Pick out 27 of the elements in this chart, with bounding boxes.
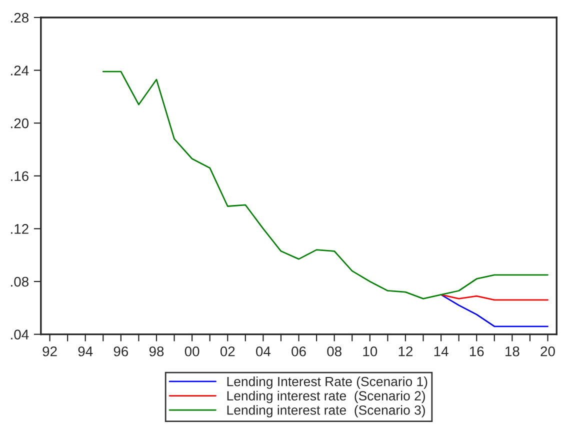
line-series	[102, 70, 548, 300]
y-tick-label: .08	[11, 276, 28, 287]
x-tick-label: 00	[184, 346, 200, 356]
y-tick-label: .04	[11, 330, 29, 340]
legend-label: Lending Interest Rate (Scenario 1)	[227, 376, 428, 389]
x-tick-label: 92	[42, 346, 57, 356]
y-tick-label: .12	[11, 224, 28, 234]
x-tick-label: 06	[292, 346, 306, 356]
x-tick-label: 20	[540, 346, 555, 356]
x-tick-label: 16	[470, 346, 484, 356]
x-tick-label: 14	[434, 346, 448, 356]
x-tick-label: 08	[327, 346, 342, 356]
y-tick-label: .24	[11, 66, 29, 76]
x-tick-label: 04	[256, 346, 271, 356]
x-tick-label: 10	[363, 346, 378, 356]
line-series	[440, 294, 548, 328]
x-tick-label: 02	[220, 346, 235, 356]
y-tick-label: .28	[11, 12, 28, 23]
y-tick-label: .16	[11, 171, 28, 182]
x-tick-label: 18	[506, 346, 520, 356]
x-tick-label: 98	[149, 346, 164, 356]
x-tick-label: 94	[78, 346, 93, 356]
y-tick-label: .20	[11, 118, 29, 128]
legend-label: Lending interest rate (Scenario 3)	[227, 405, 425, 418]
x-tick-label: 12	[398, 346, 412, 356]
legend-label: Lending interest rate (Scenario 2)	[227, 390, 425, 404]
x-tick-label: 96	[114, 346, 128, 356]
